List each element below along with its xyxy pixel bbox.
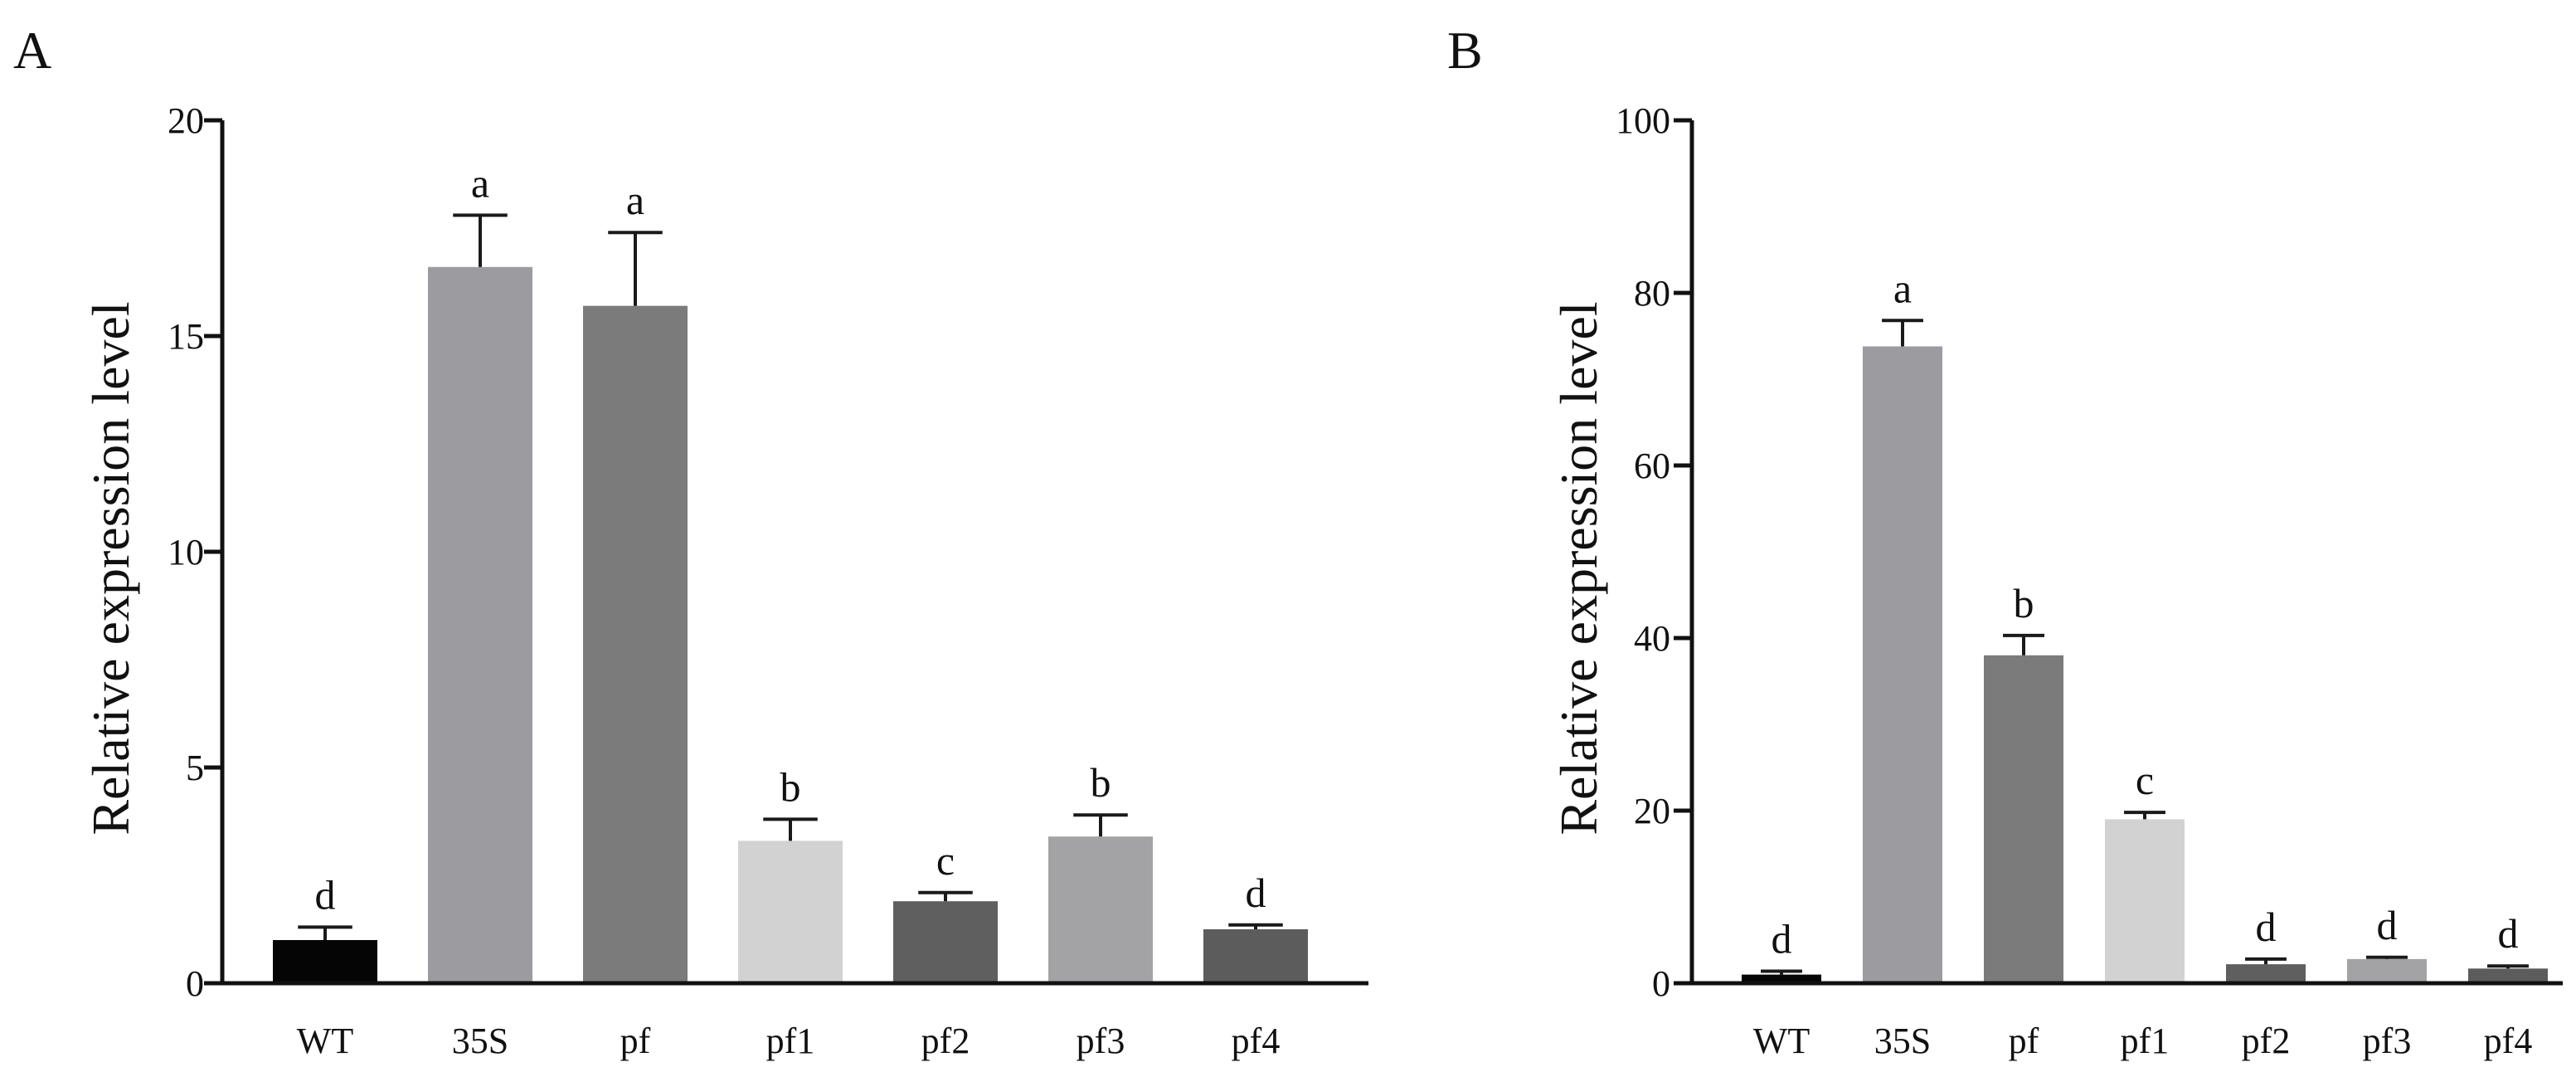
panel-b-significance-label: d	[2377, 902, 2398, 948]
panel-b-x-tick-label: pf3	[2363, 1021, 2412, 1061]
panel-b-y-tick-label: 80	[1634, 273, 1670, 314]
panel-b-bar-pf2	[2226, 964, 2306, 983]
panel-b: B 0 20 40 60 80 100 Relative expression level d W…	[1447, 21, 2563, 1061]
panel-b-x-tick-label: 35S	[1874, 1021, 1931, 1061]
panel-a-y-tick-label: 5	[186, 748, 204, 788]
panel-b-significance-label: a	[1893, 265, 1912, 311]
panel-a-bar-pf4	[1203, 929, 1308, 983]
panel-a-bar-pf3	[1048, 836, 1153, 983]
panel-b-y-tick-label: 100	[1616, 100, 1670, 141]
panel-b-significance-label: d	[2498, 910, 2519, 957]
panel-b-bar-pf4	[2468, 968, 2548, 983]
panel-b-significance-label: b	[2014, 580, 2034, 626]
panel-b-x-tick-label: pf1	[2121, 1021, 2170, 1061]
panel-b-x-tick-label: pf2	[2242, 1021, 2291, 1061]
panel-a-bar-pf	[583, 305, 688, 984]
panel-a-x-tick-label: pf	[620, 1021, 651, 1061]
panel-b-bar-wt	[1742, 974, 1821, 983]
panel-a-bar-pf2	[893, 901, 998, 983]
panel-b-bar-pf3	[2347, 958, 2427, 983]
panel-b-bar-35s	[1863, 346, 1942, 984]
panel-b-letter: B	[1447, 21, 1483, 80]
panel-a-significance-label: a	[471, 159, 489, 206]
panel-a-y-axis-title: Relative expression level	[81, 301, 140, 835]
panel-b-y-axis-title: Relative expression level	[1549, 301, 1608, 835]
panel-b-bar-pf1	[2105, 819, 2185, 983]
panel-a-x-tick-label: pf4	[1232, 1021, 1281, 1061]
panel-a-x-tick-label: pf1	[766, 1021, 815, 1061]
panel-b-y-tick-label: 60	[1634, 446, 1670, 486]
panel-b-x-tick-label: pf	[2009, 1021, 2039, 1061]
panel-a-bar-pf1	[738, 841, 843, 983]
panel-b-significance-label: c	[2136, 757, 2154, 803]
panel-a-x-tick-label: pf2	[921, 1021, 970, 1061]
panel-b-significance-label: d	[1772, 915, 1792, 962]
panel-a-y-tick-label: 15	[168, 316, 204, 357]
panel-a-significance-label: d	[315, 871, 336, 918]
panel-a-letter: A	[13, 21, 51, 80]
panel-b-bar-pf	[1984, 655, 2063, 983]
panel-a-y-tick-label: 10	[168, 532, 204, 573]
panel-b-x-tick-label: pf4	[2484, 1021, 2533, 1061]
panel-a-y-tick-label: 0	[186, 963, 204, 1004]
panel-b-significance-label: d	[2256, 904, 2277, 950]
panel-a-x-tick-label: pf3	[1077, 1021, 1125, 1061]
panel-a-bar-35s	[428, 266, 532, 983]
panel-a-significance-label: d	[1246, 870, 1266, 916]
panel-a-bar-wt	[273, 940, 377, 983]
panel-a-x-tick-label: 35S	[452, 1021, 508, 1061]
panel-a-significance-label: b	[780, 763, 801, 810]
panel-b-y-tick-label: 0	[1652, 963, 1670, 1004]
panel-a-x-tick-label: WT	[297, 1021, 354, 1061]
panel-a-significance-label: a	[626, 177, 644, 223]
panel-b-y-tick-label: 20	[1634, 791, 1670, 831]
panel-a-significance-label: b	[1091, 759, 1111, 806]
panel-a: A 0 5 10 15 20 Relative expression level d WT a 35…	[13, 21, 1368, 1061]
panel-a-significance-label: c	[936, 837, 955, 884]
panel-b-y-tick-label: 40	[1634, 618, 1670, 659]
panel-a-y-tick-label: 20	[168, 100, 204, 141]
panel-b-x-tick-label: WT	[1753, 1021, 1810, 1061]
